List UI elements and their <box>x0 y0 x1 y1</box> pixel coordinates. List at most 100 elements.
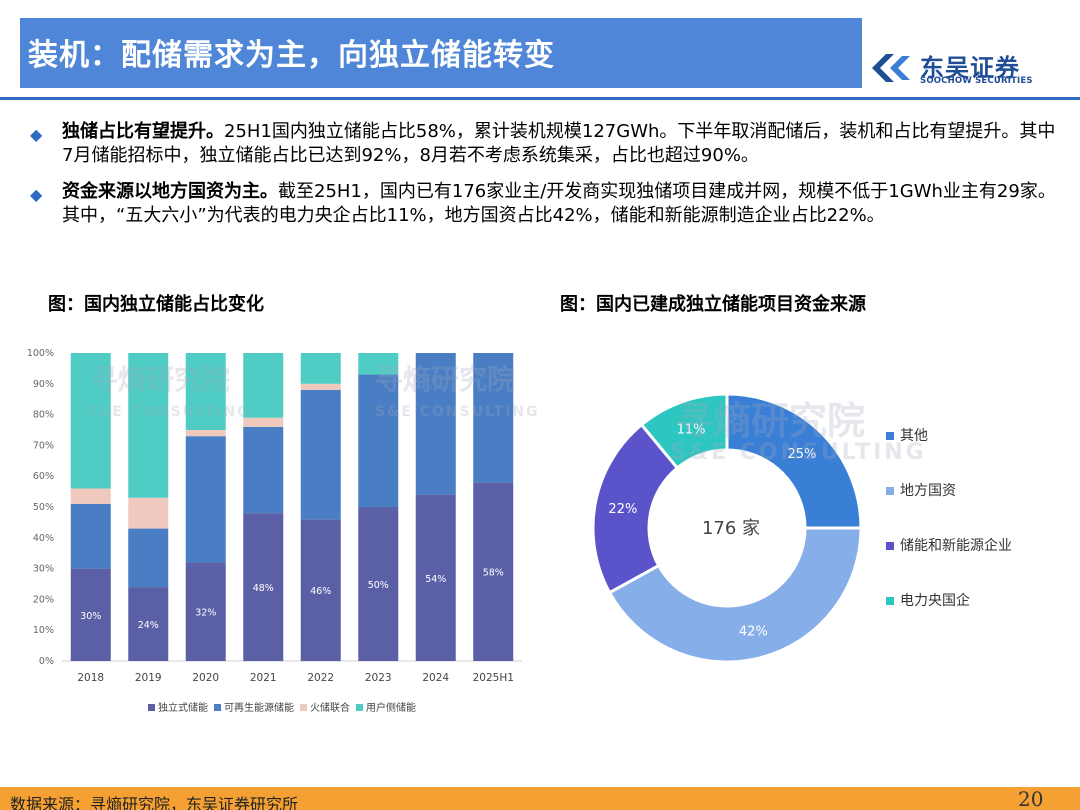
diamond-bullet-icon: ◆ <box>30 185 43 204</box>
bar-data-label: 48% <box>253 583 274 594</box>
legend-swatch <box>886 432 894 440</box>
bullet-2-text: 截至25H1，国内已有176家业主/开发商实现独储项目建成并网，规模不低于1GW… <box>62 181 1056 226</box>
title-bar <box>20 18 862 88</box>
bullet-1-text: 25H1国内独立储能占比58%，累计装机规模127GWh。下半年取消配储后，装机… <box>62 121 1056 166</box>
bar-segment <box>70 503 111 569</box>
bar-data-label: 24% <box>138 620 159 631</box>
y-tick-label: 20% <box>33 594 54 605</box>
legend-swatch <box>886 542 894 550</box>
donut-slice <box>591 422 680 595</box>
bar-segment <box>185 562 226 661</box>
y-tick-label: 90% <box>33 379 54 390</box>
donut-slice <box>639 392 729 471</box>
y-tick-label: 50% <box>33 502 54 513</box>
bar-segment <box>243 513 284 661</box>
page-number: 20 <box>1018 787 1044 810</box>
bar-segment <box>70 568 111 661</box>
y-tick-label: 0% <box>39 656 54 667</box>
footer-bar <box>0 787 1080 810</box>
legend-label: 储能和新能源企业 <box>900 537 1012 554</box>
diamond-bullet-icon: ◆ <box>30 125 43 144</box>
legend-swatch <box>886 487 894 495</box>
bar-segment <box>473 482 514 661</box>
legend-swatch <box>300 704 307 711</box>
legend-label: 独立式储能 <box>158 701 208 714</box>
y-tick-label: 100% <box>27 348 54 359</box>
bar-segment <box>473 353 514 483</box>
bar-segment <box>300 519 341 661</box>
left-figure-title: 图：国内独立储能占比变化 <box>48 294 264 315</box>
x-tick-label: 2022 <box>307 672 334 684</box>
bar-segment <box>128 353 169 498</box>
bar-segment <box>185 353 226 430</box>
donut-slice <box>725 392 863 530</box>
legend-label: 可再生能源储能 <box>224 701 294 714</box>
bar-segment <box>128 587 169 661</box>
data-source: 数据来源：寻熵研究院，东吴证券研究所 <box>10 795 299 810</box>
bar-segment <box>243 417 284 427</box>
bar-segment <box>358 507 399 661</box>
bar-segment <box>128 528 169 588</box>
legend-swatch <box>886 597 894 605</box>
y-tick-label: 10% <box>33 625 54 636</box>
bar-segment <box>70 353 111 489</box>
brand-logo: 东吴证券 SOOCHOW SECURITIES <box>868 48 1068 88</box>
bullet-2-heading: 资金来源以地方国资为主。 <box>62 181 278 202</box>
bar-data-label: 30% <box>80 611 101 622</box>
bar-segment <box>358 353 399 375</box>
legend-label: 地方国资 <box>900 483 956 499</box>
bullet-2: ◆ 资金来源以地方国资为主。截至25H1，国内已有176家业主/开发商实现独储项… <box>30 180 1060 252</box>
legend-swatch <box>214 704 221 711</box>
bar-segment <box>415 353 456 495</box>
bar-segment <box>300 383 341 390</box>
legend-swatch <box>356 704 363 711</box>
legend-label: 火储联合 <box>310 701 350 714</box>
x-tick-label: 2024 <box>422 672 449 684</box>
y-tick-label: 80% <box>33 410 54 421</box>
slice-data-label: 25% <box>788 447 817 462</box>
right-figure-title: 图：国内已建成独立储能项目资金来源 <box>560 294 866 315</box>
bar-segment <box>185 436 226 563</box>
bar-segment <box>70 488 111 504</box>
bar-data-label: 54% <box>425 574 446 585</box>
bar-legend: 独立式储能 可再生能源储能 火储联合 用户侧储能 <box>148 701 416 714</box>
donut-slice <box>607 526 863 664</box>
soochow-logo-icon <box>872 54 910 82</box>
bar-segment <box>415 494 456 661</box>
slice-data-label: 11% <box>677 422 706 437</box>
slice-data-label: 22% <box>608 502 637 517</box>
x-tick-label: 2023 <box>365 672 392 684</box>
slice-data-label: 42% <box>739 625 768 640</box>
legend-label: 其他 <box>900 428 928 444</box>
bar-segment <box>300 389 341 520</box>
donut-center-label: 176 家 <box>702 518 760 539</box>
logo-name-cn: 东吴证券 <box>920 54 1020 82</box>
x-tick-label: 2019 <box>135 672 162 684</box>
bar-data-label: 50% <box>368 580 389 591</box>
header-rule <box>0 97 1080 100</box>
bar-segment <box>358 374 399 507</box>
stacked-bar-chart: 0% 10% 20% 30% 40% 50% 60% 70% 80% 90% 100% 30% 2018… <box>27 348 522 714</box>
x-tick-label: 2018 <box>77 672 104 684</box>
legend-label: 电力央国企 <box>900 592 970 609</box>
logo-name-en: SOOCHOW SECURITIES <box>920 76 1033 86</box>
bar-segment <box>243 353 284 418</box>
bar-segment <box>128 497 169 529</box>
legend-swatch <box>148 704 155 711</box>
bar-segment <box>185 430 226 437</box>
bar-data-label: 58% <box>483 568 504 579</box>
legend-label: 用户侧储能 <box>366 701 416 714</box>
bullet-1: ◆ 独储占比有望提升。25H1国内独立储能占比58%，累计装机规模127GWh。… <box>30 120 1060 170</box>
bar-data-label: 32% <box>195 608 216 619</box>
bullet-1-heading: 独储占比有望提升。 <box>62 121 224 142</box>
y-tick-label: 60% <box>33 471 54 482</box>
y-tick-label: 40% <box>33 533 54 544</box>
x-tick-label: 2021 <box>250 672 277 684</box>
x-tick-label: 2025H1 <box>473 672 514 684</box>
bar-data-label: 46% <box>310 586 331 597</box>
bar-segment <box>300 353 341 384</box>
bar-segment <box>243 426 284 514</box>
y-tick-label: 70% <box>33 440 54 451</box>
